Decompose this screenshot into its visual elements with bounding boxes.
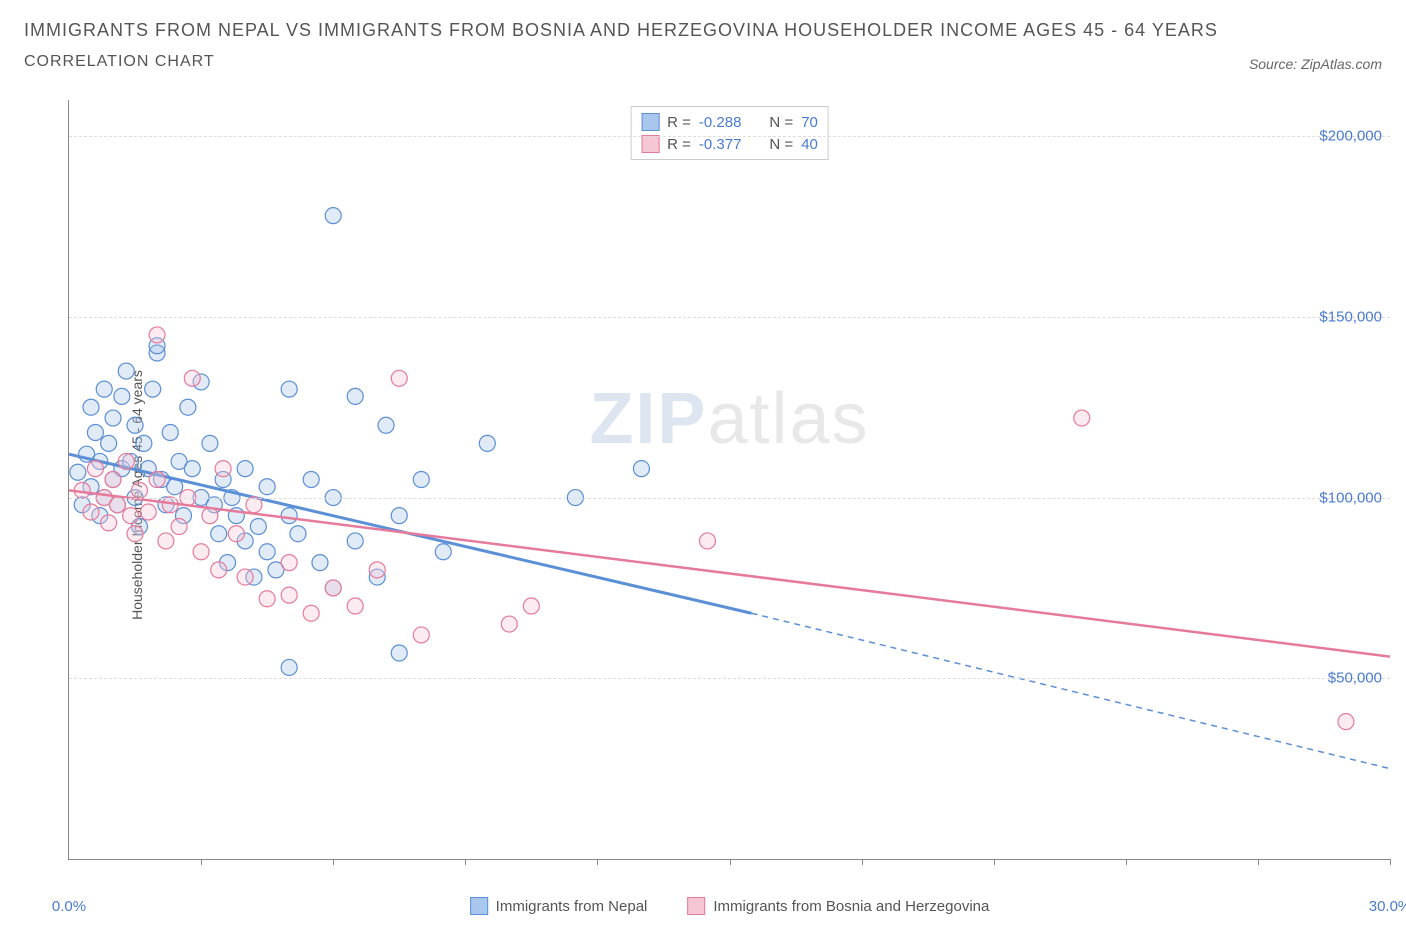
chart-area: Householder Income Ages 45 - 64 years ZI… — [16, 100, 1390, 890]
scatter-point — [347, 388, 363, 404]
swatch-icon — [687, 897, 705, 915]
scatter-point — [259, 591, 275, 607]
scatter-point — [281, 587, 297, 603]
scatter-point — [202, 508, 218, 524]
scatter-point — [193, 544, 209, 560]
legend-label: Immigrants from Nepal — [496, 898, 648, 915]
scatter-point — [87, 425, 103, 441]
scatter-point — [479, 435, 495, 451]
legend-series-0: Immigrants from Nepal — [470, 895, 648, 917]
scatter-point — [281, 381, 297, 397]
scatter-point — [281, 659, 297, 675]
scatter-point — [127, 417, 143, 433]
scatter-point — [215, 461, 231, 477]
scatter-point — [118, 453, 134, 469]
scatter-point — [312, 555, 328, 571]
scatter-point — [105, 410, 121, 426]
scatter-svg — [69, 100, 1390, 859]
scatter-point — [136, 435, 152, 451]
scatter-point — [378, 417, 394, 433]
scatter-point — [501, 616, 517, 632]
y-tick-label: $200,000 — [1319, 128, 1382, 145]
scatter-point — [105, 472, 121, 488]
scatter-point — [101, 435, 117, 451]
scatter-point — [633, 461, 649, 477]
scatter-point — [83, 399, 99, 415]
y-tick-label: $100,000 — [1319, 489, 1382, 506]
scatter-point — [347, 598, 363, 614]
scatter-point — [101, 515, 117, 531]
scatter-point — [391, 645, 407, 661]
scatter-point — [281, 508, 297, 524]
x-tick-label: 0.0% — [52, 898, 86, 915]
plot-region: ZIPatlas R = -0.288 N = 70 R = -0.377 N … — [68, 100, 1390, 860]
swatch-icon — [470, 897, 488, 915]
scatter-point — [211, 562, 227, 578]
scatter-point — [171, 518, 187, 534]
x-tick-label: 30.0% — [1369, 898, 1406, 915]
scatter-point — [96, 381, 112, 397]
scatter-point — [123, 508, 139, 524]
scatter-point — [109, 497, 125, 513]
scatter-point — [180, 399, 196, 415]
scatter-point — [259, 544, 275, 560]
scatter-point — [369, 562, 385, 578]
scatter-point — [87, 461, 103, 477]
scatter-point — [303, 472, 319, 488]
scatter-point — [149, 327, 165, 343]
scatter-point — [413, 627, 429, 643]
chart-subtitle: CORRELATION CHART — [24, 53, 1382, 71]
scatter-point — [347, 533, 363, 549]
scatter-point — [184, 461, 200, 477]
scatter-point — [303, 605, 319, 621]
scatter-point — [325, 580, 341, 596]
scatter-point — [131, 482, 147, 498]
legend-series-1: Immigrants from Bosnia and Herzegovina — [687, 895, 989, 917]
scatter-point — [290, 526, 306, 542]
source-attribution: Source: ZipAtlas.com — [1249, 56, 1382, 72]
scatter-point — [391, 508, 407, 524]
scatter-point — [149, 472, 165, 488]
scatter-point — [158, 533, 174, 549]
scatter-point — [114, 388, 130, 404]
chart-title: IMMIGRANTS FROM NEPAL VS IMMIGRANTS FROM… — [24, 20, 1382, 41]
y-tick-label: $150,000 — [1319, 308, 1382, 325]
legend-label: Immigrants from Bosnia and Herzegovina — [713, 898, 989, 915]
scatter-point — [202, 435, 218, 451]
scatter-point — [325, 208, 341, 224]
scatter-point — [1074, 410, 1090, 426]
scatter-point — [211, 526, 227, 542]
scatter-point — [413, 472, 429, 488]
scatter-point — [162, 425, 178, 441]
scatter-point — [699, 533, 715, 549]
scatter-point — [523, 598, 539, 614]
series-legend: Immigrants from Nepal Immigrants from Bo… — [470, 895, 990, 917]
scatter-point — [281, 555, 297, 571]
scatter-point — [127, 526, 143, 542]
scatter-point — [237, 569, 253, 585]
scatter-point — [435, 544, 451, 560]
scatter-point — [250, 518, 266, 534]
scatter-point — [246, 497, 262, 513]
scatter-point — [70, 464, 86, 480]
y-tick-label: $50,000 — [1328, 670, 1382, 687]
scatter-point — [140, 504, 156, 520]
scatter-point — [237, 461, 253, 477]
scatter-point — [83, 504, 99, 520]
scatter-point — [184, 370, 200, 386]
scatter-point — [259, 479, 275, 495]
scatter-point — [228, 526, 244, 542]
scatter-point — [145, 381, 161, 397]
scatter-point — [1338, 714, 1354, 730]
scatter-point — [118, 363, 134, 379]
scatter-point — [391, 370, 407, 386]
